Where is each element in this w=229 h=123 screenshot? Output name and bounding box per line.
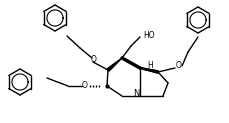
- Text: N: N: [132, 89, 139, 98]
- Text: O: O: [91, 54, 96, 63]
- Polygon shape: [106, 58, 121, 71]
- Text: H: H: [147, 61, 152, 69]
- Text: O: O: [175, 62, 181, 70]
- Text: HO: HO: [142, 31, 154, 39]
- Text: O: O: [82, 80, 87, 90]
- Polygon shape: [139, 68, 158, 73]
